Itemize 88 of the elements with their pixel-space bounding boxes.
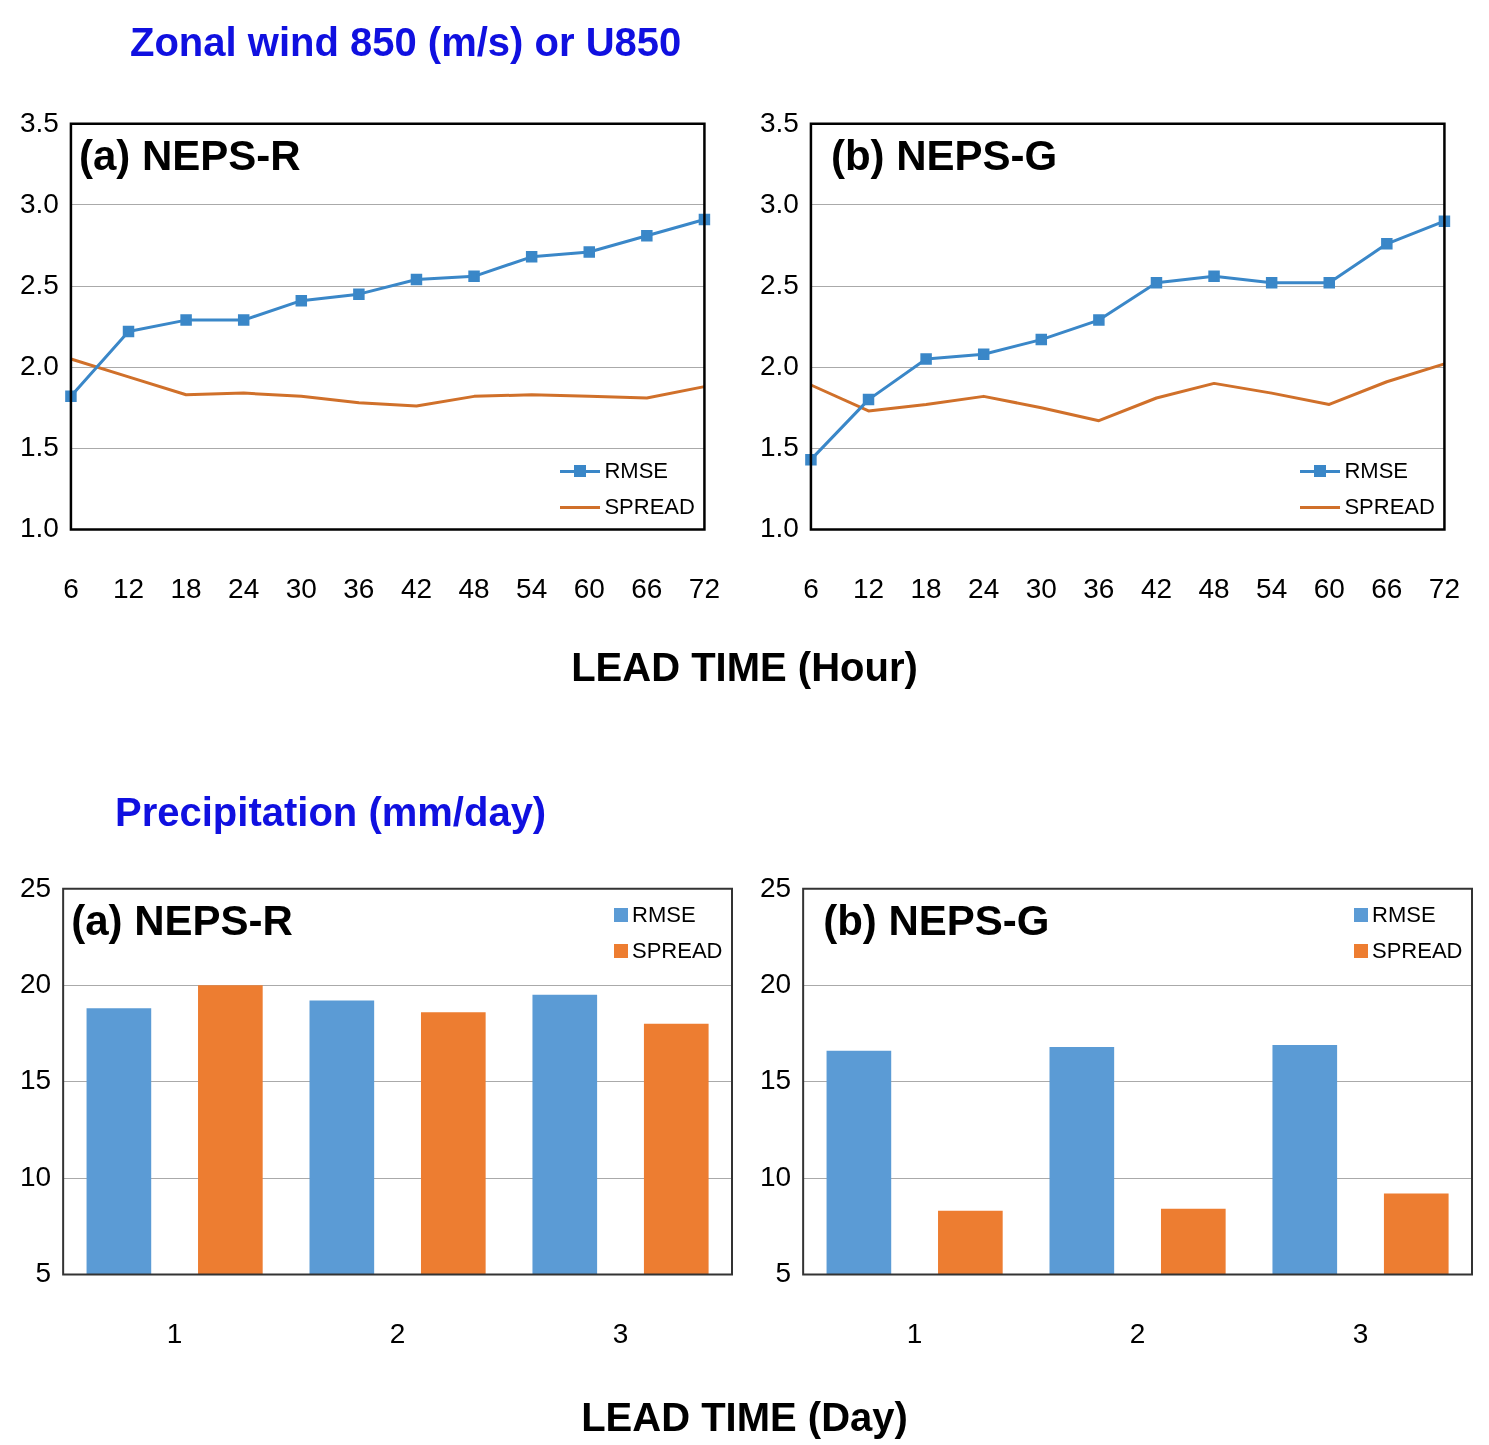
x-tick-label: 6 [803, 572, 819, 604]
legend-label: SPREAD [632, 936, 723, 965]
y-tick-label: 10 [759, 1160, 792, 1192]
x-tick-label: 60 [573, 572, 605, 604]
point [583, 246, 595, 258]
x-tick-label: 60 [1313, 572, 1345, 604]
x-tick-label: 54 [1256, 572, 1288, 604]
y-tick-label: 3.0 [19, 187, 59, 219]
point [410, 273, 423, 286]
x-tick-label: 1 [906, 1317, 923, 1349]
y-tick-label: 15 [19, 1064, 52, 1096]
y-tick-label: 3.5 [19, 106, 59, 138]
legend-label: RMSE [1372, 900, 1436, 929]
point [180, 314, 192, 326]
x-tick-label: 42 [400, 572, 433, 604]
x-tick-label: 72 [1428, 572, 1461, 604]
x-tick-label: 24 [968, 572, 1000, 604]
x-tick-label: 30 [1025, 572, 1057, 604]
point [1265, 277, 1278, 289]
y-tick-label: 5 [35, 1257, 52, 1289]
x-tick-label: 2 [1129, 1317, 1146, 1349]
point [1323, 277, 1335, 289]
y-tick-label: 2.5 [19, 268, 59, 300]
y-tick-label: 1.5 [759, 431, 799, 462]
point [353, 288, 365, 300]
x-tick-label: 36 [343, 572, 375, 604]
y-tick-label: 2.5 [759, 268, 799, 300]
y-tick-label: 3.0 [759, 187, 799, 219]
x-tick-label: 18 [170, 572, 202, 604]
x-tick-label: 66 [631, 572, 663, 604]
x-tick-label: 24 [228, 572, 260, 604]
y-tick-label: 20 [759, 967, 792, 999]
annotation: (a) NEPS-R [71, 897, 293, 945]
x-tick-label: 6 [63, 572, 79, 604]
x-tick-label: 1 [166, 1317, 183, 1349]
chart-title: Zonal wind 850 (m/s) or U850 [130, 20, 682, 65]
legend-label: RMSE [1344, 457, 1408, 486]
y-tick-label: 1.0 [19, 512, 59, 544]
y-tick-label: 5 [775, 1257, 792, 1289]
x-tick-label: 54 [516, 572, 548, 604]
point [1208, 270, 1220, 283]
x-tick-label: 48 [458, 572, 490, 604]
point [1035, 333, 1048, 346]
legend-label: SPREAD [604, 493, 695, 522]
point [237, 314, 250, 326]
y-tick-label: 10 [19, 1160, 52, 1192]
x-tick-label: 3 [1352, 1317, 1369, 1349]
y-tick-label: 25 [19, 871, 52, 903]
point [862, 393, 875, 406]
y-tick-label: 2.0 [759, 349, 799, 381]
point [122, 325, 135, 338]
annotation: (a) NEPS-R [78, 132, 301, 180]
x-axis-title: LEAD TIME (Day) [580, 1395, 909, 1440]
legend-label: RMSE [604, 457, 668, 486]
x-tick-label: 66 [1371, 572, 1403, 604]
y-tick-label: 25 [759, 871, 792, 903]
x-tick-label: 48 [1198, 572, 1230, 604]
x-tick-label: 3 [612, 1317, 629, 1349]
y-tick-label: 1.0 [759, 512, 799, 544]
point [977, 348, 990, 360]
chart-title: Precipitation (mm/day) [115, 790, 547, 835]
point [1093, 314, 1105, 326]
legend-label: SPREAD [1372, 936, 1463, 965]
x-tick-label: 12 [112, 572, 145, 604]
x-tick-label: 72 [688, 572, 721, 604]
y-tick-label: 20 [19, 967, 52, 999]
point [525, 251, 538, 263]
point [920, 353, 932, 365]
x-tick-label: 36 [1083, 572, 1115, 604]
legend-label: SPREAD [1344, 493, 1435, 522]
legend-label: RMSE [632, 900, 696, 929]
point [468, 270, 480, 283]
y-tick-label: 1.5 [19, 431, 59, 462]
x-tick-label: 12 [852, 572, 885, 604]
x-tick-label: 30 [285, 572, 317, 604]
y-tick-label: 3.5 [759, 106, 799, 138]
point [1150, 277, 1163, 289]
x-tick-label: 42 [1140, 572, 1173, 604]
y-tick-label: 2.0 [19, 349, 59, 381]
y-tick-label: 15 [759, 1064, 792, 1096]
annotation: (b) NEPS-G [830, 132, 1058, 180]
point [295, 294, 308, 307]
x-axis-title: LEAD TIME (Hour) [570, 645, 919, 690]
point [641, 230, 653, 242]
point [1381, 238, 1393, 250]
annotation: (b) NEPS-G [823, 897, 1050, 945]
x-tick-label: 18 [910, 572, 942, 604]
x-tick-label: 2 [389, 1317, 406, 1349]
